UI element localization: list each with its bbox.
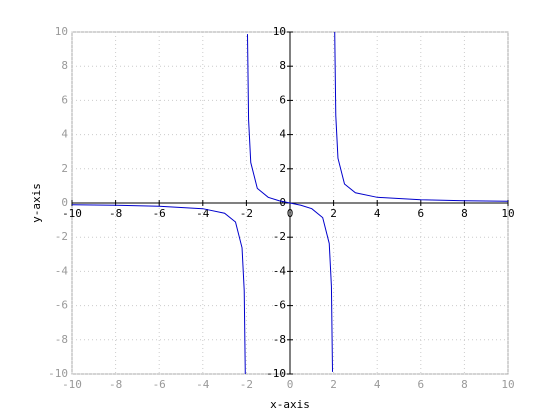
y-tick-label: -6	[55, 299, 68, 312]
y-axis-title: y-axis	[30, 183, 43, 223]
y-tick-label: -2	[273, 230, 286, 243]
x-tick-label: -10	[62, 207, 82, 220]
y-tick-label: -10	[48, 367, 68, 380]
x-tick-label: 8	[461, 378, 468, 391]
y-tick-label: -4	[55, 264, 69, 277]
y-tick-label: -2	[55, 230, 68, 243]
x-tick-label: -6	[153, 207, 166, 220]
y-tick-label: -6	[273, 299, 286, 312]
x-axis-title: x-axis	[270, 398, 310, 411]
x-tick-label: -8	[109, 378, 122, 391]
y-tick-label: -10	[266, 367, 286, 380]
y-tick-label: -4	[273, 264, 287, 277]
y-tick-label: -8	[273, 333, 286, 346]
x-tick-label: 8	[461, 207, 468, 220]
x-tick-label: 4	[374, 207, 381, 220]
x-tick-label: 2	[330, 378, 337, 391]
y-tick-label: 6	[61, 93, 68, 106]
y-tick-label: 10	[55, 25, 68, 38]
x-tick-label: -6	[153, 378, 166, 391]
y-tick-label: 6	[279, 93, 286, 106]
x-tick-label: 2	[330, 207, 337, 220]
x-tick-label: 0	[287, 378, 294, 391]
y-tick-label: 2	[61, 162, 68, 175]
x-tick-label: 10	[501, 207, 514, 220]
curve	[72, 32, 508, 374]
x-tick-label: 6	[417, 207, 424, 220]
x-tick-label: -2	[240, 378, 253, 391]
y-tick-label: -8	[55, 333, 68, 346]
y-tick-label: 4	[279, 128, 286, 141]
x-tick-label: -2	[240, 207, 253, 220]
x-tick-label: -8	[109, 207, 122, 220]
x-tick-label: 10	[501, 378, 514, 391]
x-tick-label: 6	[417, 378, 424, 391]
y-tick-label: 2	[279, 162, 286, 175]
x-tick-label: 4	[374, 378, 381, 391]
y-tick-label: 4	[61, 128, 68, 141]
y-tick-label: 0	[61, 196, 68, 209]
y-tick-label: 8	[61, 59, 68, 72]
y-tick-label: 10	[273, 25, 286, 38]
x-tick-label: -10	[62, 378, 82, 391]
x-tick-label: -4	[196, 207, 210, 220]
y-tick-label: 8	[279, 59, 286, 72]
x-tick-label: -4	[196, 378, 210, 391]
